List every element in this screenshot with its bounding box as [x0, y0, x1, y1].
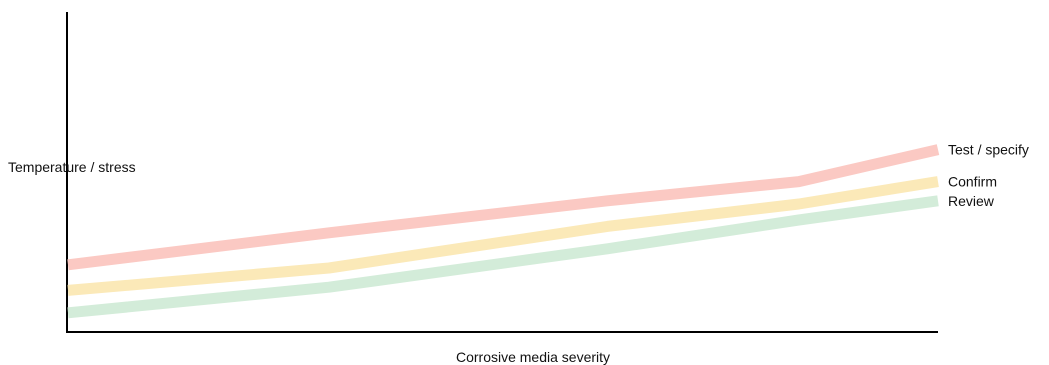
series-label-test-specify: Test / specify — [948, 142, 1029, 158]
band-review — [67, 195, 939, 319]
band-test-specify — [67, 144, 940, 271]
series-label-review: Review — [948, 193, 995, 209]
series-labels: Test / specify Confirm Review — [948, 142, 1029, 209]
x-axis-label: Corrosive media severity — [456, 349, 610, 365]
band-confirm — [67, 176, 939, 296]
y-axis-label: Temperature / stress — [8, 159, 136, 175]
series-label-confirm: Confirm — [948, 174, 997, 190]
axes — [66, 12, 938, 333]
series-bands — [67, 144, 940, 319]
